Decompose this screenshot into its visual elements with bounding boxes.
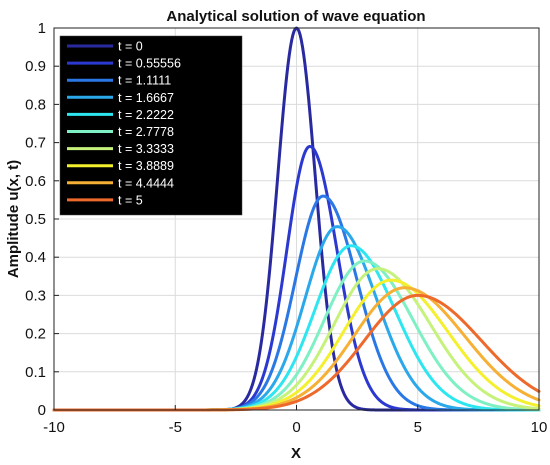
legend-entry-label: t = 2.2222 (118, 108, 174, 122)
legend-entry-label: t = 1.1111 (118, 74, 171, 88)
legend-entry-label: t = 2.7778 (118, 125, 174, 139)
chart-title: Analytical solution of wave equation (166, 8, 425, 25)
legend-entry-label: t = 3.8889 (118, 159, 174, 173)
legend-entry-label: t = 4.4444 (118, 176, 174, 190)
y-axis-label: Amplitude u(x, t) (5, 160, 22, 278)
y-tick-label: 0.5 (25, 211, 46, 228)
x-tick-label: -5 (169, 419, 182, 436)
y-tick-label: 0.8 (25, 96, 46, 113)
y-tick-label: 0.6 (25, 173, 46, 190)
grid-lines (53, 27, 540, 411)
y-tick-label: 1 (38, 20, 46, 37)
y-tick-label: 0.7 (25, 135, 46, 152)
legend-entry-label: t = 1.6667 (118, 91, 174, 105)
legend-entry-label: t = 0 (118, 40, 143, 54)
legend-entry-label: t = 0.55556 (118, 57, 181, 71)
y-tick-label: 0.1 (25, 364, 46, 381)
x-tick-label: 0 (292, 419, 300, 436)
y-tick-label: 0 (38, 402, 46, 419)
x-axis-label: X (291, 445, 301, 462)
legend-entry-label: t = 5 (118, 193, 143, 207)
legend: t = 0 t = 0.55556 t = 1.1111 t = 1.6667 t = … (59, 35, 243, 216)
x-tick-label: 10 (531, 419, 548, 436)
y-tick-label: 0.3 (25, 287, 46, 304)
x-tick-label: -10 (43, 419, 65, 436)
y-tick-label: 0.4 (25, 249, 46, 266)
y-tick-label: 0.9 (25, 58, 46, 75)
legend-entry-label: t = 3.3333 (118, 142, 174, 156)
legend-box (59, 35, 243, 216)
y-tick-label: 0.2 (25, 326, 46, 343)
x-tick-label: 5 (414, 419, 422, 436)
